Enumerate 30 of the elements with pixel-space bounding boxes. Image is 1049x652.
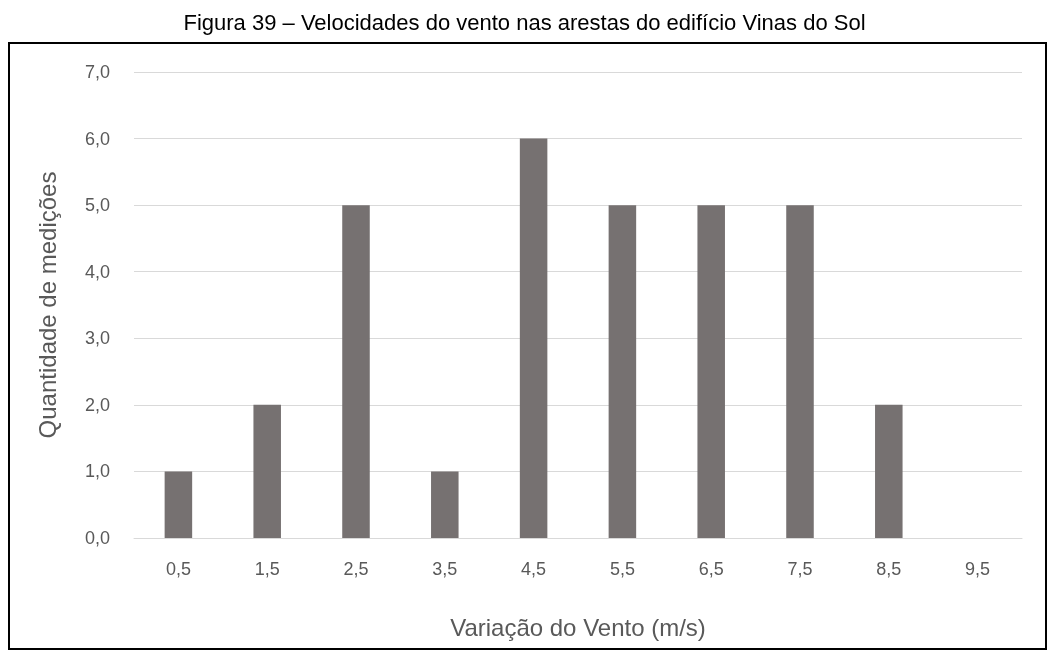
y-axis-title: Quantidade de medições (33, 171, 61, 439)
x-tick-label: 3,5 (432, 559, 458, 579)
x-tick-label: 7,5 (787, 559, 813, 579)
bar (164, 471, 193, 538)
x-tick-label: 0,5 (165, 559, 191, 579)
x-tick-label: 5,5 (609, 559, 635, 579)
bar (342, 205, 370, 538)
bar (875, 404, 903, 538)
bar (697, 205, 725, 538)
y-tick-label: 7,0 (84, 62, 110, 82)
bar (431, 471, 459, 538)
y-tick-label: 1,0 (84, 461, 110, 482)
chart-title: Figura 39 – Velocidades do vento nas arestas do edifício Vinas do Sol (183, 9, 866, 35)
y-tick-label: 2,0 (84, 394, 110, 415)
y-tick-label: 4,0 (84, 261, 110, 282)
x-tick-label: 8,5 (876, 559, 902, 579)
x-axis-title: Variação do Vento (m/s) (450, 613, 706, 641)
y-tick-label: 3,0 (84, 328, 110, 349)
y-tick-label: 0,0 (84, 528, 110, 548)
bar (519, 138, 548, 538)
y-tick-label: 6,0 (84, 128, 110, 149)
bar (786, 205, 814, 538)
y-tick-label: 5,0 (84, 195, 110, 216)
bar (608, 205, 637, 538)
bar (253, 404, 281, 538)
x-tick-label: 4,5 (521, 559, 547, 579)
x-tick-label: 6,5 (698, 559, 724, 579)
x-tick-label: 1,5 (254, 559, 280, 579)
x-tick-label: 2,5 (343, 559, 369, 579)
x-tick-label: 9,5 (965, 559, 991, 579)
